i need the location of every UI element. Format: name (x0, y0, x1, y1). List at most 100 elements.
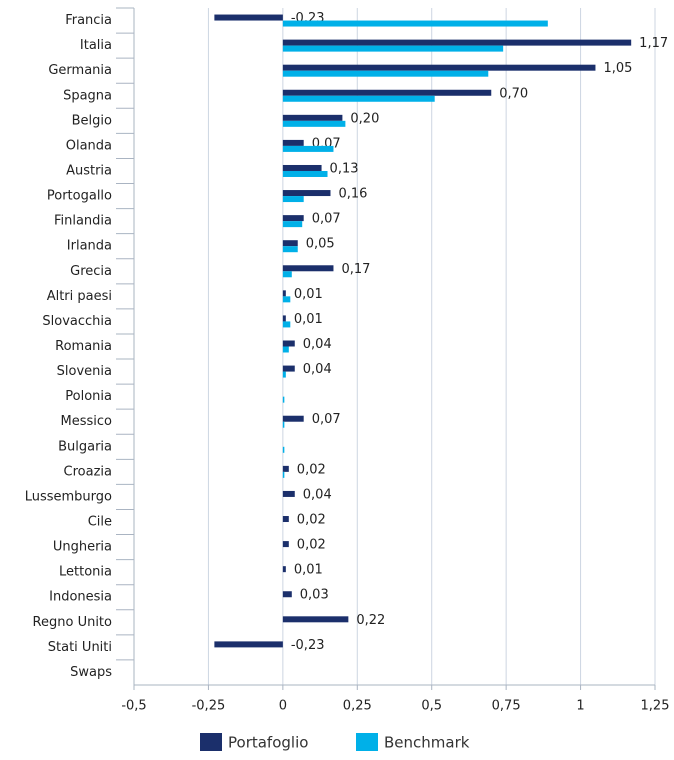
y-tick-label: Austria (66, 163, 112, 178)
bar (282, 45, 504, 52)
y-tick-label: Stati Uniti (48, 640, 112, 655)
x-tick-label: -0,5 (121, 699, 146, 714)
y-tick-label: Lettonia (59, 565, 112, 580)
value-label: 1,17 (639, 36, 668, 51)
bar (282, 114, 343, 121)
y-tick-label: Messico (61, 414, 113, 429)
value-label: 0,03 (300, 588, 329, 603)
x-tick-label: 1 (576, 699, 584, 714)
bar (282, 215, 304, 222)
value-label: 0,05 (306, 237, 335, 252)
bar (282, 170, 328, 177)
y-tick-label: Cile (88, 515, 112, 530)
value-label: 1,05 (603, 61, 632, 76)
bar (282, 145, 334, 152)
bar (282, 591, 292, 598)
x-tick-label: 1,25 (641, 699, 670, 714)
bar (282, 541, 289, 548)
x-tick-label: 0,75 (492, 699, 521, 714)
bar (282, 346, 289, 353)
x-tick-label: -0,25 (192, 699, 226, 714)
bar (282, 421, 285, 428)
bar (282, 446, 285, 453)
y-tick-label: Lussemburgo (25, 489, 112, 504)
bar (282, 290, 286, 297)
bar (282, 190, 331, 197)
value-label: 0,70 (499, 86, 528, 101)
legend-swatch (200, 733, 222, 751)
x-tick-label: 0,25 (343, 699, 372, 714)
legend-swatch (356, 733, 378, 751)
y-tick-label: Spagna (63, 88, 112, 103)
bar (282, 415, 304, 422)
y-tick-label: Altri paesi (47, 289, 112, 304)
bar (282, 315, 286, 322)
bar (282, 265, 334, 272)
value-label: -0,23 (291, 638, 325, 653)
y-tick-label: Grecia (70, 264, 112, 279)
y-tick-label: Croazia (64, 464, 112, 479)
value-label: 0,02 (297, 462, 326, 477)
value-label: 0,07 (312, 212, 341, 227)
bar (282, 95, 435, 102)
y-tick-label: Belgio (72, 113, 112, 128)
value-label: 0,01 (294, 312, 323, 327)
bar (282, 365, 295, 372)
value-label: 0,01 (294, 287, 323, 302)
value-label: 0,04 (303, 362, 332, 377)
y-tick-label: Italia (80, 38, 112, 53)
bar (282, 64, 596, 71)
bar (282, 164, 322, 171)
x-tick-label: 0,5 (421, 699, 442, 714)
bar (282, 271, 292, 278)
y-tick-label: Francia (65, 13, 112, 28)
bar (214, 641, 283, 648)
value-label: 0,04 (303, 487, 332, 502)
bar (282, 70, 489, 77)
y-tick-label: Slovacchia (42, 314, 112, 329)
value-label: 0,20 (350, 111, 379, 126)
legend-label: Benchmark (384, 734, 470, 752)
bar (282, 39, 632, 46)
y-tick-label: Swaps (70, 665, 112, 680)
bar (282, 89, 492, 96)
bar (282, 516, 289, 523)
bar (214, 14, 283, 21)
legend-label: Portafoglio (228, 734, 308, 752)
bar (282, 490, 295, 497)
bar (282, 371, 286, 378)
value-label: 0,13 (330, 161, 359, 176)
bar (282, 340, 295, 347)
bar (282, 471, 285, 478)
y-tick-label: Slovenia (57, 364, 112, 379)
bar (282, 20, 548, 27)
y-tick-label: Finlandia (54, 214, 112, 229)
bar (282, 120, 346, 127)
y-tick-label: Germania (48, 63, 112, 78)
bar (282, 616, 349, 623)
y-tick-label: Portogallo (47, 189, 112, 204)
y-tick-label: Romania (55, 339, 112, 354)
y-tick-label: Polonia (65, 389, 112, 404)
value-label: 0,01 (294, 563, 323, 578)
y-tick-label: Irlanda (67, 239, 112, 254)
bar (282, 396, 285, 403)
value-label: 0,07 (312, 412, 341, 427)
bar (282, 246, 298, 253)
bar (282, 465, 289, 472)
value-label: 0,04 (303, 337, 332, 352)
value-label: 0,17 (341, 262, 370, 277)
bar (282, 139, 304, 146)
y-tick-label: Ungheria (53, 540, 112, 555)
y-tick-label: Bulgaria (58, 439, 112, 454)
bar (282, 196, 304, 203)
value-label: 0,22 (356, 613, 385, 628)
value-label: 0,02 (297, 513, 326, 528)
value-label: 0,02 (297, 538, 326, 553)
bar (282, 221, 303, 228)
bar (282, 240, 298, 247)
x-tick-label: 0 (279, 699, 287, 714)
bar (282, 296, 291, 303)
bar (282, 321, 291, 328)
